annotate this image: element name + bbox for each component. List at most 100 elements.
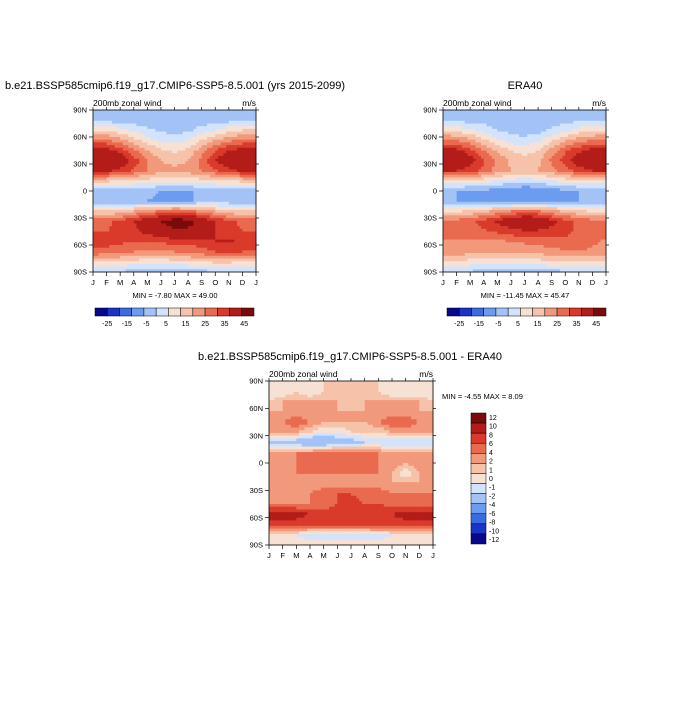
- contour-cell: [234, 245, 237, 248]
- contour-cell: [161, 253, 164, 256]
- contour-cell: [191, 245, 194, 248]
- contour-cell: [234, 134, 237, 137]
- contour-cell: [142, 140, 145, 143]
- contour-cell: [459, 153, 462, 156]
- contour-cell: [115, 137, 118, 140]
- contour-cell: [115, 202, 118, 205]
- contour-cell: [150, 137, 153, 140]
- contour-cell: [221, 159, 224, 162]
- contour-cell: [582, 164, 585, 167]
- contour-cell: [164, 156, 167, 159]
- contour-cell: [139, 118, 142, 121]
- contour-cell: [204, 121, 207, 124]
- contour-cell: [213, 161, 216, 164]
- contour-cell: [120, 121, 123, 124]
- contour-cell: [134, 169, 137, 172]
- contour-cell: [134, 226, 137, 229]
- contour-cell: [240, 118, 243, 121]
- contour-cell: [573, 110, 576, 113]
- contour-cell: [215, 232, 218, 235]
- contour-cell: [161, 205, 164, 208]
- contour-cell: [481, 151, 484, 154]
- contour-cell: [207, 132, 210, 135]
- contour-cell: [131, 264, 134, 267]
- contour-cell: [136, 186, 139, 189]
- contour-cell: [185, 110, 188, 113]
- contour-cell: [150, 142, 153, 145]
- contour-cell: [161, 267, 164, 270]
- contour-cell: [188, 180, 191, 183]
- contour-cell: [93, 151, 96, 154]
- contour-cell: [571, 110, 574, 113]
- contour-cell: [147, 207, 150, 210]
- contour-cell: [500, 164, 503, 167]
- contour-cell: [598, 134, 601, 137]
- contour-cell: [104, 145, 107, 148]
- contour-cell: [185, 126, 188, 129]
- contour-cell: [207, 167, 210, 170]
- contour-cell: [117, 234, 120, 237]
- contour-cell: [134, 129, 137, 132]
- contour-cell: [484, 126, 487, 129]
- contour-cell: [161, 221, 164, 224]
- contour-cell: [161, 126, 164, 129]
- contour-cell: [218, 148, 221, 151]
- contour-cell: [248, 256, 251, 259]
- contour-cell: [484, 121, 487, 124]
- contour-cell: [505, 148, 508, 151]
- contour-cell: [221, 248, 224, 251]
- contour-cell: [180, 229, 183, 232]
- contour-cell: [229, 267, 232, 270]
- contour-cell: [500, 129, 503, 132]
- contour-cell: [590, 113, 593, 116]
- contour-cell: [98, 134, 101, 137]
- contour-cell: [191, 172, 194, 175]
- contour-cell: [185, 129, 188, 132]
- contour-cell: [451, 159, 454, 162]
- contour-cell: [462, 153, 465, 156]
- contour-cell: [210, 164, 213, 167]
- contour-cell: [232, 153, 235, 156]
- contour-cell: [128, 169, 131, 172]
- contour-cell: [511, 110, 514, 113]
- contour-cell: [251, 232, 254, 235]
- contour-cell: [115, 115, 118, 118]
- contour-cell: [161, 178, 164, 181]
- contour-cell: [448, 132, 451, 135]
- contour-cell: [601, 129, 604, 132]
- contour-cell: [516, 124, 519, 127]
- contour-cell: [229, 196, 232, 199]
- contour-cell: [139, 213, 142, 216]
- contour-cell: [155, 156, 158, 159]
- contour-cell: [568, 164, 571, 167]
- contour-cell: [508, 129, 511, 132]
- contour-cell: [128, 164, 131, 167]
- contour-cell: [145, 215, 148, 218]
- contour-cell: [131, 134, 134, 137]
- contour-cell: [213, 153, 216, 156]
- contour-cell: [115, 151, 118, 154]
- contour-cell: [150, 118, 153, 121]
- contour-cell: [172, 110, 175, 113]
- contour-cell: [204, 132, 207, 135]
- contour-cell: [522, 132, 525, 135]
- contour-cell: [213, 118, 216, 121]
- contour-cell: [128, 245, 131, 248]
- contour-cell: [470, 137, 473, 140]
- contour-cell: [164, 215, 167, 218]
- contour-cell: [96, 261, 99, 264]
- contour-cell: [573, 153, 576, 156]
- contour-cell: [128, 264, 131, 267]
- contour-cell: [139, 264, 142, 267]
- contour-cell: [196, 213, 199, 216]
- contour-cell: [481, 115, 484, 118]
- contour-cell: [207, 202, 210, 205]
- contour-cell: [446, 153, 449, 156]
- contour-cell: [242, 161, 245, 164]
- contour-cell: [199, 172, 202, 175]
- contour-cell: [202, 159, 205, 162]
- contour-cell: [166, 207, 169, 210]
- contour-cell: [120, 253, 123, 256]
- contour-cell: [175, 240, 178, 243]
